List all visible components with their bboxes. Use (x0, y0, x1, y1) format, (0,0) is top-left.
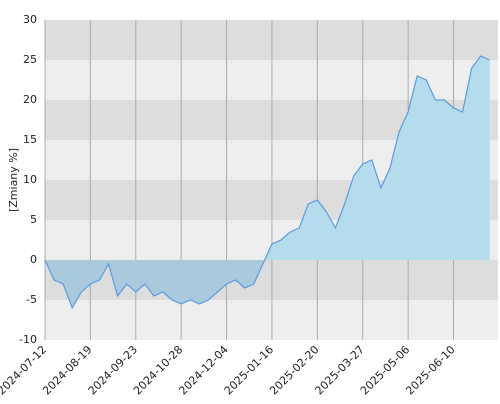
y-tick-label: 0 (30, 253, 37, 266)
y-tick-label: 30 (23, 13, 37, 26)
x-tick-label: 2025-06-10 (403, 343, 457, 397)
y-tick-label: -5 (26, 293, 37, 306)
y-tick-label: 5 (30, 213, 37, 226)
y-tick-label: 15 (23, 133, 37, 146)
line (44, 55, 491, 310)
area-positive (45, 56, 490, 260)
y-tick-label: 10 (23, 173, 37, 186)
y-tick-label: 25 (23, 53, 37, 66)
y-tick-label: -10 (19, 333, 37, 346)
y-tick-label: 20 (23, 93, 37, 106)
y-axis-label: [Zmiany %] (7, 148, 20, 212)
area-negative (45, 260, 490, 308)
